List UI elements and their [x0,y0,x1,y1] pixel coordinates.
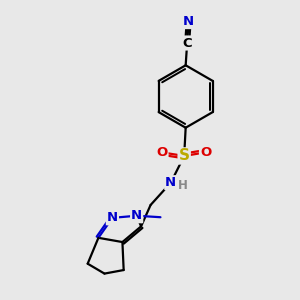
Text: O: O [200,146,211,159]
Text: S: S [179,148,190,164]
Text: O: O [156,146,167,159]
Text: N: N [107,212,118,224]
Text: C: C [182,37,192,50]
Text: N: N [165,176,176,189]
Text: N: N [131,209,142,222]
Text: H: H [178,178,188,192]
Text: N: N [183,15,194,28]
